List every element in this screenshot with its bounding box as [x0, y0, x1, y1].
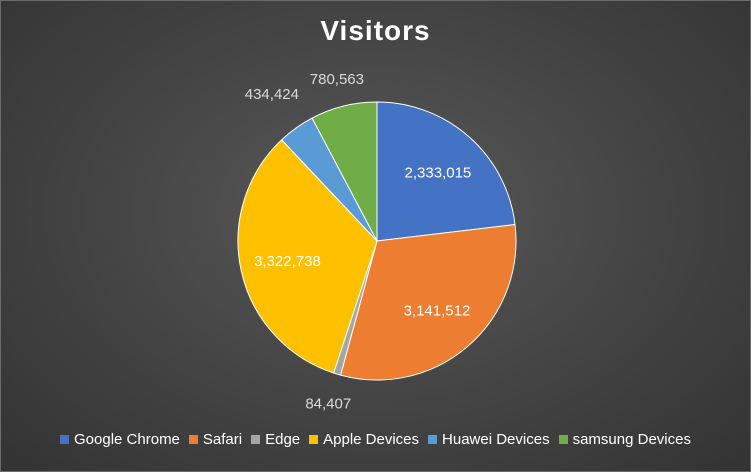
legend-swatch [558, 435, 568, 444]
data-label: 2,333,015 [405, 164, 472, 181]
legend-item: Huawei Devices [428, 431, 550, 448]
legend: Google Chrome Safari Edge Apple Devices Huaw… [1, 431, 750, 448]
legend-swatch [60, 435, 70, 444]
data-label: 3,322,738 [254, 253, 321, 270]
pie-slice-apple-devices [237, 139, 378, 374]
legend-swatch [188, 435, 198, 444]
legend-swatch [251, 435, 261, 444]
legend-item: Apple Devices [309, 431, 419, 448]
pie-slice-samsung-devices [311, 101, 378, 242]
legend-label: Huawei Devices [442, 431, 550, 448]
legend-label: Google Chrome [74, 431, 180, 448]
legend-swatch [428, 435, 438, 444]
legend-label: samsung Devices [572, 431, 691, 448]
legend-label: Safari [202, 431, 243, 448]
pie-slice-google-chrome [376, 101, 516, 242]
chart-title: Visitors [320, 15, 431, 46]
pie-slice-safari [339, 223, 517, 381]
data-label: 780,563 [310, 71, 364, 88]
legend-swatch [309, 435, 319, 444]
legend-item: samsung Devices [558, 431, 691, 448]
data-label: 84,407 [305, 395, 351, 412]
legend-item: Safari [188, 431, 243, 448]
legend-item: Google Chrome [60, 431, 180, 448]
legend-label: Apple Devices [323, 431, 420, 448]
data-label: 434,424 [245, 86, 299, 103]
data-label: 3,141,512 [404, 302, 471, 319]
legend-label: Edge [265, 431, 301, 448]
legend-item: Edge [251, 431, 300, 448]
